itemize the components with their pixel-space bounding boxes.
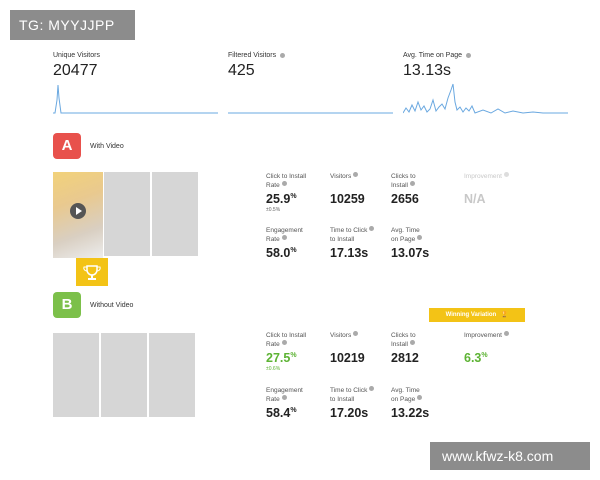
info-icon[interactable] — [417, 235, 423, 240]
info-icon[interactable] — [409, 340, 415, 345]
info-icon[interactable] — [281, 395, 287, 400]
kpi-filtered-visitors: Filtered Visitors 425 — [228, 52, 393, 80]
ctr-value: 25.9% — [266, 192, 297, 206]
time-to-click-label: Time to Click to Install — [330, 386, 375, 404]
screenshot-thumbnail[interactable] — [53, 333, 99, 417]
ctr-margin: ±0.6% — [266, 366, 281, 372]
kpi-value: 20477 — [53, 62, 98, 79]
clicks-label: Clicks to Install — [391, 173, 416, 189]
screenshot-thumbnail[interactable] — [152, 172, 198, 256]
sparkline-unique-visitors — [53, 84, 218, 114]
info-icon[interactable] — [503, 331, 509, 336]
clicks-label: Clicks to Install — [391, 332, 416, 348]
visitors-label: Visitors — [330, 331, 359, 340]
improvement-label: Improvement — [464, 331, 509, 340]
info-icon[interactable] — [466, 53, 472, 58]
info-icon[interactable] — [369, 386, 375, 391]
visitors-value: 10259 — [330, 192, 365, 206]
trophy-badge — [76, 258, 108, 286]
clicks-value: 2656 — [391, 192, 419, 206]
screenshot-thumbnail[interactable] — [149, 333, 195, 417]
time-to-click-value: 17.13s — [330, 246, 369, 260]
winning-variation-ribbon: Winning Variation 🏆 — [429, 308, 525, 322]
kpi-avg-time-on-page: Avg. Time on Page 13.13s — [403, 52, 568, 80]
engagement-value: 58.4% — [266, 406, 297, 420]
engagement-value: 58.0% — [266, 246, 297, 260]
variant-b-badge: B — [53, 292, 81, 318]
info-icon[interactable] — [281, 235, 287, 240]
ctr-label: Click to Install Rate — [266, 173, 307, 189]
ctr-value: 27.5% — [266, 351, 297, 365]
info-icon[interactable] — [281, 181, 287, 186]
info-icon[interactable] — [280, 53, 286, 58]
time-to-click-label: Time to Click to Install — [330, 226, 375, 244]
visitors-label: Visitors — [330, 172, 359, 181]
kpi-value: 425 — [228, 62, 255, 79]
kpi-label: Avg. Time on Page — [403, 52, 568, 59]
trophy-icon: 🏆 — [500, 312, 509, 318]
avg-time-label: Avg. Time on Page — [391, 386, 423, 404]
improvement-value: 6.3% — [464, 351, 488, 365]
info-icon[interactable] — [417, 395, 423, 400]
sparkline-filtered-visitors — [228, 112, 393, 114]
screenshot-thumbnail[interactable] — [101, 333, 147, 417]
info-icon[interactable] — [369, 226, 375, 231]
play-icon[interactable] — [70, 203, 86, 219]
info-icon[interactable] — [353, 172, 359, 177]
variant-a-thumbnails — [104, 172, 198, 256]
variant-a-name: With Video — [90, 143, 124, 150]
variant-a-badge: A — [53, 133, 81, 159]
variant-a-video-thumbnail[interactable] — [53, 172, 103, 258]
variant-b-thumbnails — [53, 333, 195, 417]
visitors-value: 10219 — [330, 351, 365, 365]
info-icon[interactable] — [353, 331, 359, 336]
ctr-label: Click to Install Rate — [266, 332, 307, 348]
improvement-value: N/A — [464, 192, 486, 206]
kpi-label: Filtered Visitors — [228, 52, 393, 59]
info-icon[interactable] — [409, 181, 415, 186]
trophy-icon — [83, 265, 101, 280]
watermark-top-left: TG: MYYJJPP — [10, 10, 135, 40]
clicks-value: 2812 — [391, 351, 419, 365]
time-to-click-value: 17.20s — [330, 406, 369, 420]
info-icon[interactable] — [281, 340, 287, 345]
engagement-label: Engagement Rate — [266, 387, 303, 403]
engagement-label: Engagement Rate — [266, 227, 303, 243]
watermark-bottom-right: www.kfwz-k8.com — [430, 442, 590, 470]
avg-time-value: 13.22s — [391, 406, 430, 420]
avg-time-label: Avg. Time on Page — [391, 226, 423, 244]
kpi-unique-visitors: Unique Visitors 20477 — [53, 52, 218, 80]
variant-b-name: Without Video — [90, 302, 134, 309]
avg-time-value: 13.07s — [391, 246, 430, 260]
sparkline-avg-time — [403, 83, 568, 114]
improvement-label: Improvement — [464, 172, 509, 181]
ctr-margin: ±0.5% — [266, 207, 281, 213]
kpi-value: 13.13s — [403, 62, 452, 79]
kpi-label: Unique Visitors — [53, 52, 100, 59]
screenshot-thumbnail[interactable] — [104, 172, 150, 256]
info-icon[interactable] — [503, 172, 509, 177]
